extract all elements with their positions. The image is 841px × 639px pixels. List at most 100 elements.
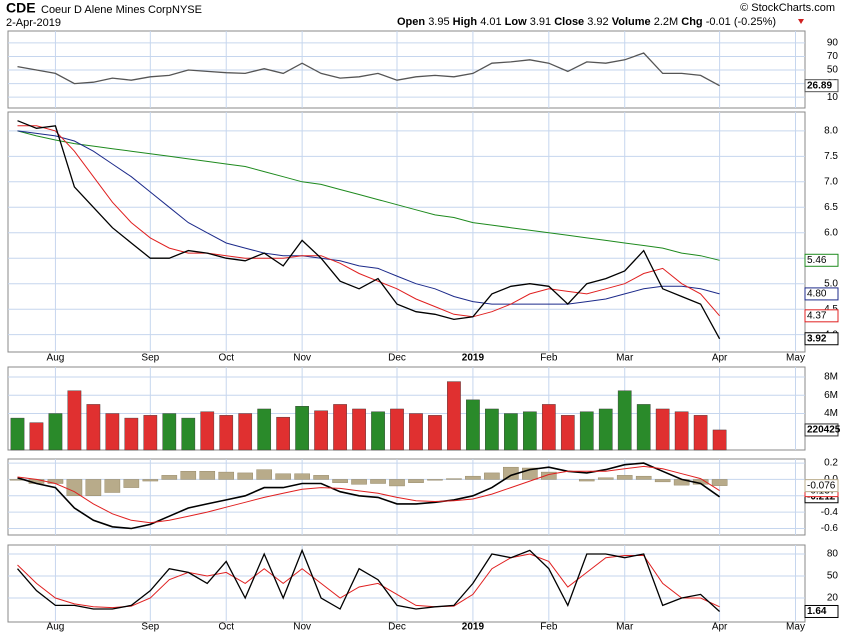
- y-tick-label: -0.4: [821, 507, 839, 518]
- volume-bar: [693, 415, 708, 451]
- volume-bar: [598, 408, 613, 451]
- histogram-bar: [635, 475, 652, 480]
- end-label-box: [804, 287, 839, 301]
- x-tick-label: Mar: [616, 622, 634, 633]
- y-tick-label: 80: [827, 549, 839, 560]
- series-line: [17, 130, 720, 305]
- y-tick-label: 7.0: [824, 176, 838, 187]
- histogram-bar: [389, 479, 405, 487]
- y-tick-label: 70: [827, 51, 839, 62]
- y-tick-label: 6.0: [824, 227, 838, 238]
- volume-bar: [257, 408, 272, 451]
- y-tick-label: 6M: [824, 390, 838, 401]
- volume-bar: [295, 406, 309, 451]
- volume-bar: [181, 417, 196, 451]
- y-tick-label: 7.5: [824, 151, 838, 162]
- end-label: 220425: [807, 425, 841, 436]
- histogram-bar: [597, 477, 614, 480]
- histogram-bar: [578, 479, 595, 482]
- quote-label: Close: [554, 16, 584, 28]
- x-tick-label: Nov: [293, 622, 311, 633]
- x-tick-label: Oct: [218, 622, 234, 633]
- quote-label: Chg: [681, 16, 702, 28]
- volume-bar: [238, 413, 253, 451]
- histogram-bar: [47, 479, 64, 484]
- volume-bar: [124, 417, 139, 451]
- histogram-bar: [427, 479, 443, 481]
- volume-bar: [541, 404, 556, 451]
- histogram-bar: [332, 479, 348, 483]
- volume-bar: [428, 415, 442, 451]
- y-tick-label: 4M: [824, 408, 838, 419]
- date: 2-Apr-2019: [6, 17, 61, 29]
- series-line: [17, 120, 721, 340]
- histogram-bar: [66, 479, 83, 496]
- y-tick-label: 90: [827, 38, 839, 49]
- volume-bar: [504, 413, 518, 451]
- end-label: 1.64: [807, 606, 827, 617]
- panel: [7, 111, 806, 353]
- histogram-bar: [351, 479, 367, 485]
- x-tick-label: Apr: [712, 353, 728, 364]
- volume-bar: [409, 413, 423, 451]
- y-tick-label: 10: [827, 92, 839, 103]
- end-label: 4.37: [807, 310, 827, 321]
- x-tick-label: Aug: [47, 353, 65, 364]
- end-label-box: [804, 423, 839, 437]
- series-line: [17, 553, 720, 609]
- end-label-box: [804, 604, 839, 618]
- end-label-box: [804, 332, 839, 346]
- histogram-bar: [654, 479, 671, 483]
- volume-bar: [333, 404, 347, 451]
- y-tick-label: -0.6: [821, 523, 839, 534]
- end-label-box: [804, 309, 839, 323]
- volume-bar: [29, 422, 44, 451]
- histogram-bar: [541, 471, 557, 480]
- x-tick-label: May: [786, 353, 805, 364]
- down-arrow: [798, 19, 804, 24]
- volume-bar: [314, 410, 328, 451]
- series-line: [17, 130, 720, 261]
- end-label-box: [804, 253, 839, 267]
- x-tick-label: Dec: [388, 353, 406, 364]
- histogram-bar: [465, 475, 481, 480]
- panel: [7, 366, 806, 451]
- histogram-bar: [370, 479, 386, 484]
- series-line: [17, 462, 721, 530]
- volume-bar: [10, 417, 25, 451]
- volume-bar: [485, 408, 499, 451]
- volume-bar: [352, 408, 366, 451]
- volume-bar: [371, 411, 385, 451]
- x-tick-label: Mar: [616, 353, 634, 364]
- x-tick-label: Sep: [141, 353, 159, 364]
- volume-bar: [617, 390, 632, 451]
- x-tick-label: Nov: [293, 353, 311, 364]
- y-tick-label: 8.0: [824, 125, 838, 136]
- y-tick-label: 0.2: [824, 458, 838, 469]
- company-name: Coeur D Alene Mines Corp.: [41, 4, 175, 16]
- x-tick-label: May: [786, 622, 805, 633]
- histogram-bar: [616, 475, 633, 480]
- volume-bar: [674, 411, 689, 451]
- volume-bar: [523, 411, 537, 451]
- histogram-bar: [446, 478, 462, 480]
- histogram-bar: [237, 472, 253, 480]
- volume-bar: [447, 381, 461, 451]
- end-label: 3.92: [807, 333, 827, 344]
- volume-bar: [560, 415, 575, 451]
- histogram-bar: [142, 479, 159, 482]
- volume-bar: [67, 390, 82, 451]
- symbol: CDE: [6, 0, 36, 16]
- volume-bar: [466, 399, 480, 451]
- series-line: [17, 125, 720, 318]
- histogram-bar: [294, 473, 310, 480]
- x-tick-label: Oct: [218, 353, 234, 364]
- x-tick-label: Dec: [388, 622, 406, 633]
- quote-value: -0.01 (-0.25%): [706, 16, 776, 28]
- volume-bar: [655, 408, 670, 451]
- copyright: © StockCharts.com: [740, 2, 835, 14]
- end-label-box: [804, 79, 839, 93]
- panel: [7, 458, 806, 536]
- volume-bar: [390, 408, 404, 451]
